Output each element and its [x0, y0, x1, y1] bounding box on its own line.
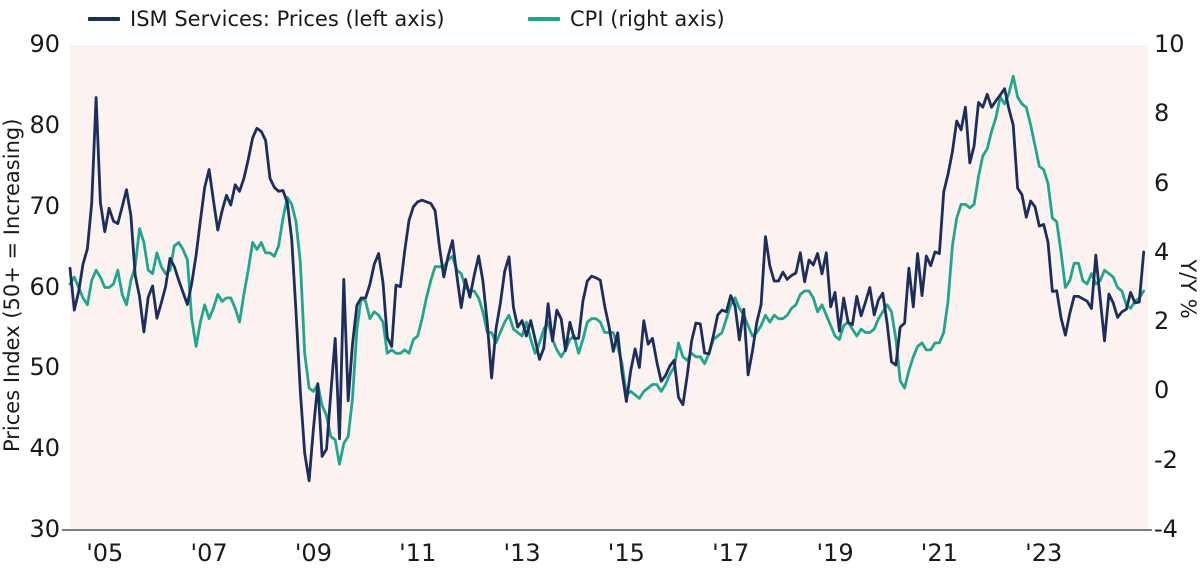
y-axis-tick-label: 8 — [1154, 99, 1170, 128]
x-axis-tick-label: '23 — [1025, 539, 1063, 567]
y-axis-tick-label: 2 — [1154, 307, 1170, 336]
x-axis-tick-label: '19 — [816, 539, 854, 567]
x-axis-tick-label: '13 — [503, 539, 541, 567]
legend: ISM Services: Prices (left axis) CPI (ri… — [0, 2, 1200, 36]
y-axis-tick-label: 50 — [29, 353, 60, 382]
legend-item-ism: ISM Services: Prices (left axis) — [88, 4, 445, 34]
y-axis-tick-label: -2 — [1154, 445, 1178, 474]
x-axis-tick-label: '21 — [920, 539, 958, 567]
x-axis-tick-label: '07 — [190, 539, 228, 567]
legend-label-cpi: CPI (right axis) — [570, 7, 725, 31]
y-axis-tick-label: 60 — [29, 272, 60, 301]
x-axis-tick-label: '05 — [86, 539, 124, 567]
y-axis-tick-label: 40 — [29, 434, 60, 463]
cpi-line-swatch — [528, 17, 560, 21]
x-axis-tick-label: '09 — [294, 539, 332, 567]
ism-line-swatch — [88, 17, 120, 21]
y-axis-tick-label: 6 — [1154, 168, 1170, 197]
y-axis-tick-label: 90 — [29, 30, 60, 58]
x-axis-tick-label: '17 — [712, 539, 750, 567]
y-axis-tick-label: -4 — [1154, 515, 1178, 543]
y-axis-tick-label: 4 — [1154, 237, 1170, 266]
y-axis-tick-label: 80 — [29, 110, 60, 139]
plot-area — [70, 45, 1148, 530]
y-axis-tick-label: 70 — [29, 191, 60, 220]
y-axis-tick-label: 0 — [1154, 376, 1170, 405]
legend-item-cpi: CPI (right axis) — [528, 4, 725, 34]
y-axis-tick-label: 10 — [1154, 30, 1185, 58]
legend-label-ism: ISM Services: Prices (left axis) — [130, 7, 445, 31]
x-axis-tick-label: '15 — [607, 539, 645, 567]
x-axis-tick-label: '11 — [399, 539, 437, 567]
y-axis-tick-label: 30 — [29, 515, 60, 543]
x-axis-line — [62, 529, 1152, 531]
